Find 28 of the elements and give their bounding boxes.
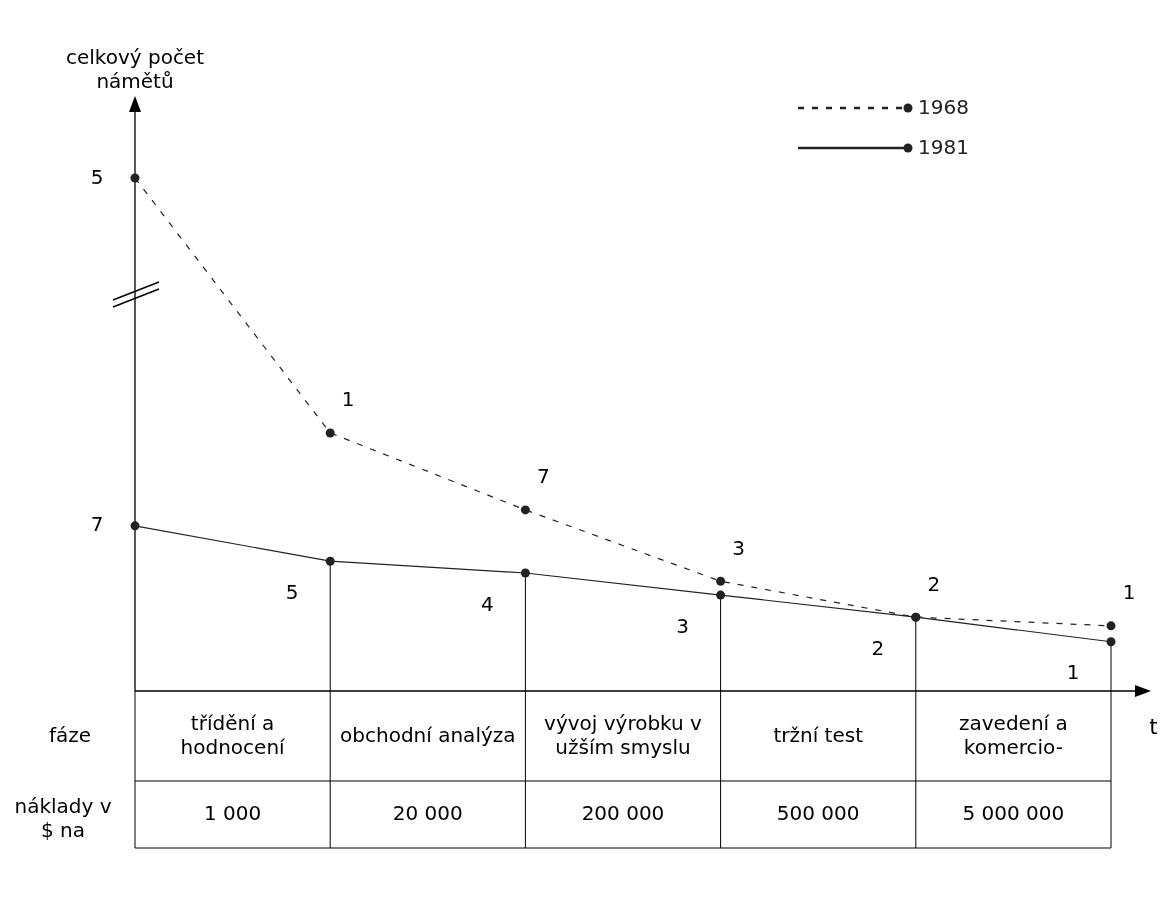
annotation: 5 — [285, 579, 299, 604]
text: 5 — [90, 164, 104, 189]
annotation: 2 — [871, 635, 885, 660]
text: obchodní analýza — [340, 722, 516, 747]
text: 7 — [90, 512, 104, 537]
x-axis-title: t — [1149, 714, 1159, 739]
annotation: 4 — [481, 591, 494, 616]
y-axis-title: celkový počet námětů — [65, 44, 205, 93]
annotation: 1 — [1066, 660, 1080, 685]
legend-label: 1981 — [918, 134, 969, 159]
text: tržní test — [773, 722, 864, 747]
text: 20 000 — [392, 801, 463, 825]
text: fáze — [48, 722, 92, 747]
text: třídění a hodnocení — [180, 710, 287, 759]
text: vývoj výrobku v užším smyslu — [544, 710, 703, 759]
text: zavedení a komercio- — [959, 710, 1068, 759]
annotation: 1 — [1122, 580, 1136, 605]
text: 5 000 000 — [962, 801, 1065, 825]
text: náklady v $ na — [14, 793, 112, 842]
annotation: 1 — [341, 387, 355, 412]
annotation: 7 — [537, 464, 550, 489]
text: 200 000 — [581, 801, 665, 825]
annotation: 2 — [927, 571, 941, 596]
annotation: 3 — [732, 535, 745, 560]
annotation: 3 — [676, 613, 689, 638]
text: 1 000 — [203, 801, 262, 825]
text: 500 000 — [776, 801, 860, 825]
legend-label: 1968 — [918, 94, 969, 119]
